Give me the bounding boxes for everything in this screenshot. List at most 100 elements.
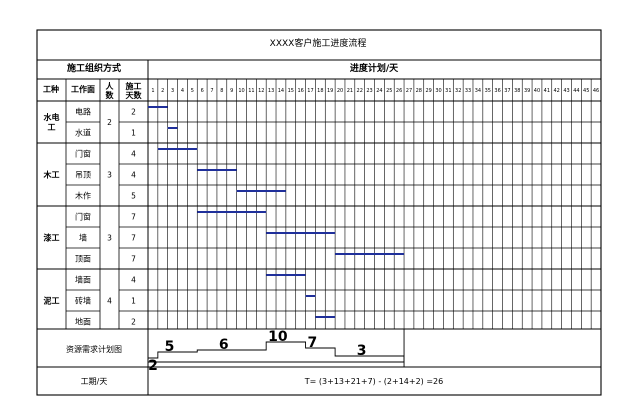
day-label: 39: [524, 88, 530, 94]
day-label: 30: [435, 88, 441, 94]
section-schedule: 进度计划/天: [350, 62, 399, 74]
day-label: 29: [425, 88, 431, 94]
duration-value: 4: [131, 150, 136, 159]
resource-outline: [147, 341, 405, 363]
day-label: 8: [220, 88, 223, 94]
day-label: 17: [307, 88, 313, 94]
day-label: 4: [181, 88, 184, 94]
day-label: 26: [396, 88, 402, 94]
duration-label: 工期/天: [81, 377, 108, 386]
day-label: 43: [563, 88, 569, 94]
work-surface-label: 木作: [75, 191, 91, 201]
work-surface-label: 地面: [75, 317, 91, 327]
table-text: XXXX客户施工进度流程 施工组织方式 进度计划/天 工种 工作面 资源需求计划…: [43, 37, 600, 386]
day-label: 31: [445, 88, 451, 94]
day-label: 22: [357, 88, 363, 94]
gantt-bars: [148, 106, 405, 318]
work-surface-label: 水道: [75, 128, 91, 138]
day-label: 37: [504, 88, 510, 94]
resource-value: 6: [219, 337, 229, 353]
table-grid: [36, 29, 602, 396]
work-surface-label: 门窗: [75, 149, 91, 159]
workers-count: 3: [107, 171, 112, 180]
day-label: 34: [475, 88, 481, 94]
day-label: 18: [317, 88, 323, 94]
day-label: 12: [258, 88, 264, 94]
col-header-trade: 工种: [43, 84, 59, 94]
work-surface-label: 顶面: [75, 255, 91, 264]
day-label: 44: [573, 88, 579, 94]
col-header-duration: 施工: [126, 81, 142, 91]
col-header-workers: 人: [106, 81, 115, 91]
resource-value: 10: [268, 329, 288, 345]
duration-value: 1: [131, 129, 136, 138]
day-label: 10: [238, 88, 244, 94]
day-label: 20: [337, 88, 343, 94]
day-label: 3: [171, 88, 174, 94]
day-label: 7: [210, 88, 213, 94]
day-label: 25: [386, 88, 392, 94]
outer-border: [36, 29, 602, 396]
work-surface-label: 电路: [75, 107, 91, 117]
work-surface-label: 砖墙: [75, 296, 91, 306]
duration-value: 7: [131, 213, 136, 222]
duration-value: 2: [131, 318, 136, 327]
work-surface-label: 墙面: [75, 275, 91, 285]
day-label: 33: [465, 88, 471, 94]
day-label: 11: [248, 88, 254, 94]
work-surface-label: 墙: [79, 233, 87, 243]
day-label: 38: [514, 88, 520, 94]
col-header-workers: 数: [106, 90, 115, 100]
resource-value: 7: [307, 335, 317, 351]
day-label: 46: [593, 88, 599, 94]
col-header-work-surface: 工作面: [71, 84, 95, 94]
day-label: 28: [416, 88, 422, 94]
workers-count: 2: [107, 118, 112, 127]
trade-label: 泥工: [44, 296, 60, 306]
day-label: 1: [151, 88, 154, 94]
day-label: 15: [288, 88, 294, 94]
day-label: 16: [297, 88, 303, 94]
day-label: 9: [230, 88, 233, 94]
duration-value: 4: [131, 171, 136, 180]
resource-plan-label: 资源需求计划图: [66, 344, 122, 354]
resource-value: 5: [165, 339, 175, 355]
day-label: 24: [376, 88, 382, 94]
day-label: 14: [278, 88, 284, 94]
day-label: 5: [191, 88, 194, 94]
day-label: 2: [161, 88, 164, 94]
trade-label: 工: [48, 123, 56, 132]
work-surface-label: 吊顶: [75, 171, 91, 180]
day-label: 42: [553, 88, 559, 94]
day-label: 21: [347, 88, 353, 94]
resource-value: 2: [148, 358, 158, 374]
duration-formula: T= (3+13+21+7) - (2+14+2) =26: [304, 377, 443, 386]
duration-value: 2: [131, 108, 136, 117]
day-label: 32: [455, 88, 461, 94]
section-organization: 施工组织方式: [67, 62, 121, 74]
day-label: 36: [494, 88, 500, 94]
resource-value: 3: [357, 343, 367, 359]
trade-label: 木工: [43, 170, 60, 180]
day-label: 41: [544, 88, 550, 94]
day-label: 45: [583, 88, 589, 94]
duration-value: 1: [131, 297, 136, 306]
workers-count: 4: [107, 297, 112, 306]
trade-label: 漆工: [44, 233, 60, 243]
trade-label: 水电: [43, 112, 60, 122]
duration-value: 7: [131, 234, 136, 243]
day-label: 40: [534, 88, 540, 94]
day-label: 27: [406, 88, 412, 94]
workers-count: 3: [107, 234, 112, 243]
page-title: XXXX客户施工进度流程: [270, 37, 367, 49]
duration-value: 7: [131, 255, 136, 264]
duration-value: 4: [131, 276, 136, 285]
day-label: 19: [327, 88, 333, 94]
duration-value: 5: [131, 192, 136, 201]
day-label: 6: [201, 88, 204, 94]
work-surface-label: 门窗: [75, 212, 91, 222]
day-label: 13: [268, 88, 274, 94]
day-label: 35: [485, 88, 491, 94]
col-header-duration: 天数: [126, 90, 143, 100]
